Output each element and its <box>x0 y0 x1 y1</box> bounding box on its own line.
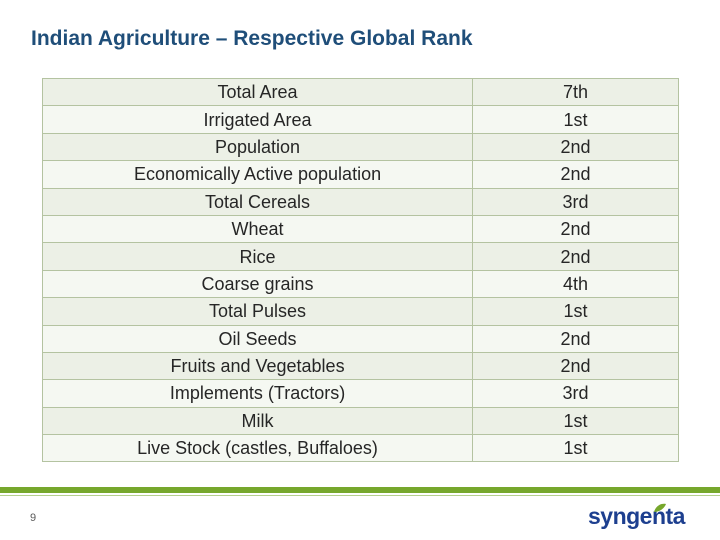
category-cell: Rice <box>41 242 474 271</box>
table-row: Milk 1st <box>41 406 679 436</box>
table-row: Implements (Tractors) 3rd <box>41 379 679 408</box>
footer-divider <box>0 487 720 493</box>
table-row: Oil Seeds 2nd <box>41 324 679 353</box>
footer-divider-thin <box>0 495 720 496</box>
table-row: Rice 2nd <box>41 242 679 271</box>
table-row: Wheat 2nd <box>41 214 679 244</box>
category-cell: Wheat <box>41 214 474 244</box>
rank-cell: 2nd <box>472 351 679 381</box>
rank-cell: 3rd <box>472 379 679 408</box>
rank-cell: 1st <box>472 434 679 463</box>
category-cell: Coarse grains <box>41 269 474 299</box>
slide-title: Indian Agriculture – Respective Global R… <box>31 27 473 50</box>
rank-cell: 2nd <box>472 132 679 162</box>
global-rank-table-body: Total Area 7th Irrigated Area 1st Population… <box>41 77 679 463</box>
category-cell: Milk <box>41 406 474 436</box>
rank-cell: 2nd <box>472 324 679 353</box>
table-row: Fruits and Vegetables 2nd <box>41 351 679 381</box>
page-number: 9 <box>30 512 37 524</box>
category-cell: Population <box>41 132 474 162</box>
category-cell: Live Stock (castles, Buffaloes) <box>41 434 474 463</box>
category-cell: Total Area <box>41 77 474 107</box>
global-rank-table: Total Area 7th Irrigated Area 1st Population… <box>41 77 679 463</box>
logo-wordmark: syngenta <box>588 503 685 529</box>
category-cell: Fruits and Vegetables <box>41 351 474 381</box>
table-row: Live Stock (castles, Buffaloes) 1st <box>41 434 679 463</box>
rank-cell: 1st <box>472 406 679 436</box>
category-cell: Total Cereals <box>41 187 474 216</box>
category-cell: Irrigated Area <box>41 105 474 134</box>
rank-cell: 3rd <box>472 187 679 216</box>
category-cell: Implements (Tractors) <box>41 379 474 408</box>
table-row: Irrigated Area 1st <box>41 105 679 134</box>
rank-cell: 1st <box>472 105 679 134</box>
category-cell: Oil Seeds <box>41 324 474 353</box>
rank-cell: 2nd <box>472 160 679 189</box>
table-row: Population 2nd <box>41 132 679 162</box>
table-row: Economically Active population 2nd <box>41 160 679 189</box>
rank-cell: 7th <box>472 77 679 107</box>
rank-cell: 2nd <box>472 242 679 271</box>
table-row: Total Pulses 1st <box>41 297 679 326</box>
rank-cell: 1st <box>472 297 679 326</box>
rank-cell: 2nd <box>472 214 679 244</box>
syngenta-logo: syngenta <box>588 503 685 530</box>
table-row: Coarse grains 4th <box>41 269 679 299</box>
rank-cell: 4th <box>472 269 679 299</box>
category-cell: Total Pulses <box>41 297 474 326</box>
table-row: Total Area 7th <box>41 77 679 107</box>
leaf-icon <box>654 503 666 512</box>
category-cell: Economically Active population <box>41 160 474 189</box>
table-row: Total Cereals 3rd <box>41 187 679 216</box>
